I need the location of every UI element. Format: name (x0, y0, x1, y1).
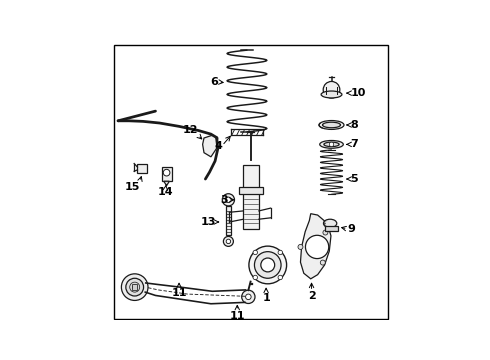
Circle shape (298, 244, 303, 249)
Text: 5: 5 (350, 174, 358, 184)
Text: 3: 3 (221, 195, 228, 205)
Text: 7: 7 (350, 139, 358, 149)
Text: 12: 12 (182, 125, 198, 135)
Circle shape (223, 237, 233, 246)
Text: 1: 1 (262, 293, 270, 303)
Ellipse shape (324, 142, 339, 147)
Circle shape (245, 294, 251, 300)
Circle shape (261, 258, 275, 272)
Text: 6: 6 (211, 77, 219, 87)
Ellipse shape (321, 91, 342, 98)
Circle shape (329, 142, 334, 147)
Polygon shape (164, 181, 170, 186)
Circle shape (242, 290, 255, 303)
Circle shape (323, 230, 328, 235)
Circle shape (253, 275, 257, 280)
Bar (225, 206, 231, 235)
Circle shape (278, 250, 282, 255)
Text: 11: 11 (172, 288, 187, 298)
Circle shape (323, 81, 340, 98)
Bar (240, 187, 263, 194)
Bar (138, 164, 147, 173)
Ellipse shape (320, 140, 343, 148)
Polygon shape (203, 135, 218, 157)
Bar (132, 284, 138, 290)
Polygon shape (300, 214, 331, 279)
Text: 9: 9 (347, 224, 355, 234)
Circle shape (305, 235, 329, 258)
Text: 2: 2 (308, 291, 316, 301)
Circle shape (163, 169, 170, 176)
Circle shape (249, 246, 287, 284)
Text: 8: 8 (350, 120, 358, 130)
Circle shape (126, 278, 144, 296)
Text: 15: 15 (124, 182, 140, 192)
Ellipse shape (322, 122, 341, 128)
Circle shape (225, 197, 231, 203)
Circle shape (226, 239, 231, 244)
Circle shape (278, 275, 282, 280)
Circle shape (130, 282, 140, 292)
Circle shape (254, 252, 281, 278)
Bar (162, 167, 172, 181)
Text: 10: 10 (350, 88, 366, 98)
Ellipse shape (323, 219, 337, 228)
Circle shape (253, 250, 257, 255)
Bar (324, 226, 339, 231)
Text: 11: 11 (229, 311, 245, 321)
Circle shape (320, 260, 325, 265)
Ellipse shape (319, 121, 344, 129)
Text: 13: 13 (200, 217, 216, 227)
Circle shape (122, 274, 148, 301)
Circle shape (132, 285, 137, 289)
Text: 14: 14 (158, 187, 173, 197)
Text: 4: 4 (214, 141, 222, 151)
Circle shape (222, 194, 235, 206)
Bar (244, 165, 259, 229)
